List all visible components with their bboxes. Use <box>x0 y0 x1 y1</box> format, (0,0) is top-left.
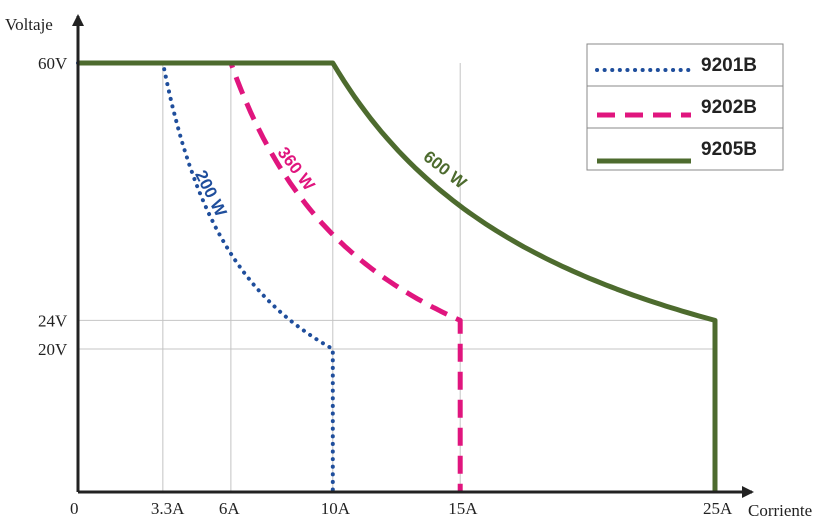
x-axis-label: Corriente <box>748 501 812 520</box>
legend-label-9202b: 9202B <box>701 97 757 118</box>
legend-label-9205b: 9205B <box>701 139 757 160</box>
tick-labels: 0 3.3A 6A 10A 15A 25A 60V 24V 20V <box>38 54 733 518</box>
series-lines <box>76 60 718 494</box>
series-line-9201b <box>76 61 335 494</box>
power-label-9201b: 200 W <box>191 167 231 220</box>
y-tick-label-20v: 20V <box>38 340 68 359</box>
x-tick-label-15a: 15A <box>448 499 478 518</box>
axes: Voltaje Corriente <box>5 14 812 520</box>
power-label-9202b: 360 W <box>274 143 319 194</box>
legend-box <box>586 43 784 171</box>
y-tick-label-60v: 60V <box>38 54 68 73</box>
series-line-9202b <box>78 60 463 492</box>
x-tick-label-25a: 25A <box>703 499 733 518</box>
power-label-9205b: 600 W <box>420 147 471 193</box>
y-axis-label: Voltaje <box>5 15 53 34</box>
x-tick-label-0: 0 <box>70 499 79 518</box>
x-tick-label-10a: 10A <box>321 499 351 518</box>
y-tick-label-24v: 24V <box>38 311 68 330</box>
x-tick-label-6a: 6A <box>219 499 241 518</box>
grid-lines <box>78 63 715 492</box>
legend: 9201B 9202B 9205B <box>586 43 784 171</box>
series-line-9205b <box>78 60 718 492</box>
x-tick-label-3-3a: 3.3A <box>151 499 185 518</box>
legend-label-9201b: 9201B <box>701 55 757 76</box>
